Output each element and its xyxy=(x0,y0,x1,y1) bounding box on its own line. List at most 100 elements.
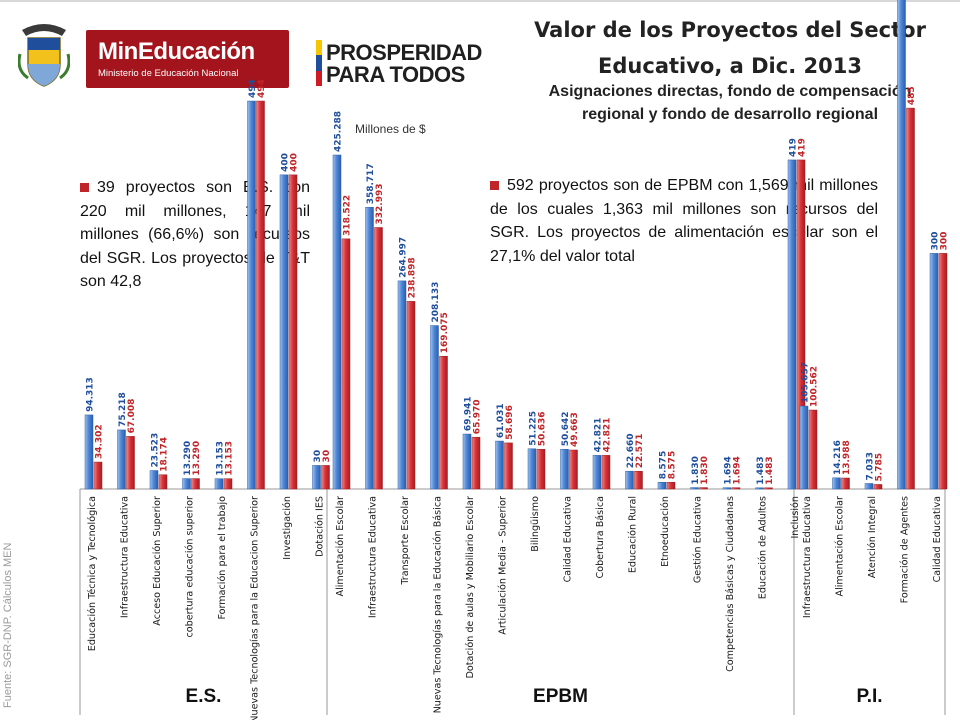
category-label-P.I.-3: Formación de Agentes xyxy=(899,496,911,603)
bar-EPBM-10-b xyxy=(666,482,676,490)
value-label-EPBM-0-b: 318.522 xyxy=(343,195,353,236)
units-label: Millones de $ xyxy=(355,122,426,136)
value-label-P.I.-3-b: 485 xyxy=(907,86,917,105)
value-label-EPBM-14-b: 419 xyxy=(798,138,808,157)
bar-EPBM-10-a xyxy=(657,482,667,490)
value-label-EPBM-8-b: 42.821 xyxy=(603,418,613,453)
minedu-subtitle: Ministerio de Educación Nacional xyxy=(98,68,239,79)
bar-EPBM-9-b xyxy=(634,471,643,490)
value-label-EPBM-4-a: 69.941 xyxy=(464,396,474,431)
bar-E.S.-7-a xyxy=(312,465,321,490)
category-label-EPBM-10: Etnoeducación xyxy=(659,496,671,567)
bar-EPBM-6-b xyxy=(536,448,546,490)
category-label-E.S.-2: Acceso Educación Superior xyxy=(151,496,163,626)
segment-label-1: EPBM xyxy=(533,686,588,707)
minedu-brand: MinEducación xyxy=(98,38,255,65)
category-label-P.I.-1: Alimentación Escolar xyxy=(834,496,846,597)
value-label-E.S.-2-b: 18.174 xyxy=(160,437,170,472)
category-label-EPBM-8: Cobertura Básica xyxy=(594,496,606,579)
bar-E.S.-5-b xyxy=(256,100,265,490)
value-label-E.S.-3-b: 13.290 xyxy=(192,441,202,476)
bar-EPBM-9-a xyxy=(625,470,634,490)
bar-E.S.-7-b xyxy=(321,465,330,490)
category-label-P.I.-2: Atención Integral xyxy=(866,496,878,578)
prosperidad-para-todos-logo: PROSPERIDAD PARA TODOS xyxy=(316,40,494,92)
value-label-E.S.-7-b: 30 xyxy=(322,450,332,463)
value-label-EPBM-5-a: 61.031 xyxy=(496,403,506,438)
bullet-icon xyxy=(490,181,499,191)
value-label-EPBM-13-b: 1.483 xyxy=(765,456,775,484)
category-label-EPBM-3: Nuevas Tecnologías para la Educación Bás… xyxy=(432,496,444,713)
value-label-EPBM-0-a: 425.288 xyxy=(334,111,344,152)
note-epbm: 592 proyectos son de EPBM con 1,569 mil … xyxy=(490,174,878,268)
category-label-EPBM-9: Educación Rural xyxy=(627,496,639,573)
category-label-E.S.-3: cobertura educación superior xyxy=(184,496,196,638)
value-label-P.I.-4-b: 300 xyxy=(940,232,950,251)
chart-subtitle: Asignaciones directas, fondo de compensa… xyxy=(548,83,912,123)
bar-EPBM-3-a xyxy=(430,325,439,490)
category-label-E.S.-4: Formación para el trabajo xyxy=(216,496,228,620)
category-label-EPBM-0: Alimentación Escolar xyxy=(334,496,346,597)
value-label-EPBM-1-b: 332.993 xyxy=(375,183,385,224)
category-label-EPBM-4: Dotación de aulas y Mobiliario Escolar xyxy=(464,496,476,679)
bar-EPBM-12-b xyxy=(731,487,741,490)
bar-EPBM-4-a xyxy=(462,433,472,490)
category-label-E.S.-0: Educación Técnica y Tecnológica xyxy=(86,496,98,651)
bar-P.I.-2-a xyxy=(864,483,874,490)
bar-P.I.-2-b xyxy=(873,484,883,490)
bar-EPBM-6-a xyxy=(527,448,537,490)
value-label-E.S.-5-b: 494 xyxy=(257,79,267,98)
bar-P.I.-4-b xyxy=(938,253,948,490)
value-label-P.I.-4-a: 300 xyxy=(931,232,941,251)
bullet-icon xyxy=(80,183,89,193)
segment-label-0: E.S. xyxy=(185,686,222,707)
value-label-E.S.-6-b: 400 xyxy=(290,153,300,172)
bar-E.S.-3-a xyxy=(182,478,191,490)
colombia-flag-stripe xyxy=(316,40,322,86)
value-label-P.I.-0-a: 105.657 xyxy=(801,362,811,403)
bar-EPBM-7-a xyxy=(560,448,569,490)
value-label-E.S.-3-a: 13.290 xyxy=(183,441,193,476)
bar-E.S.-6-a xyxy=(279,174,289,490)
prosperidad-line1: PROSPERIDAD xyxy=(326,40,482,65)
bar-EPBM-1-a xyxy=(365,207,374,490)
bar-EPBM-13-b xyxy=(764,487,773,490)
bar-E.S.-3-b xyxy=(191,478,200,490)
value-label-EPBM-6-a: 51.225 xyxy=(529,411,539,446)
bar-E.S.-2-a xyxy=(149,470,159,490)
bar-EPBM-8-a xyxy=(592,455,602,490)
value-label-E.S.-7-a: 30 xyxy=(313,450,323,463)
value-label-EPBM-2-b: 238.898 xyxy=(408,257,418,298)
bar-P.I.-4-a xyxy=(929,253,939,490)
value-label-E.S.-4-b: 13.153 xyxy=(225,441,235,476)
value-label-EPBM-9-a: 22.660 xyxy=(626,433,636,468)
value-label-P.I.-0-b: 100.562 xyxy=(810,366,820,407)
value-label-E.S.-5-a: 494 xyxy=(248,79,258,98)
category-label-EPBM-11: Gestión Educativa xyxy=(692,496,704,583)
bar-EPBM-3-b xyxy=(439,355,448,490)
value-label-E.S.-0-a: 94.313 xyxy=(86,377,96,412)
value-label-EPBM-11-a: 1.830 xyxy=(691,456,701,484)
category-label-EPBM-7: Calidad Educativa xyxy=(563,496,574,582)
bar-EPBM-4-b xyxy=(471,436,481,490)
bar-P.I.-0-b xyxy=(808,409,818,490)
colombia-coat-of-arms-logo xyxy=(18,24,70,87)
bar-EPBM-2-b xyxy=(406,301,416,490)
prosperidad-line2: PARA TODOS xyxy=(326,62,465,87)
segment-label-2: P.I. xyxy=(856,686,883,707)
bar-EPBM-14-a xyxy=(787,159,797,490)
value-label-P.I.-1-a: 14.216 xyxy=(833,440,843,475)
value-label-E.S.-1-a: 75.218 xyxy=(118,392,128,427)
value-label-EPBM-7-b: 49.663 xyxy=(570,412,580,447)
category-label-E.S.-6: Investigación xyxy=(281,496,293,560)
value-label-P.I.-2-a: 7.033 xyxy=(866,452,876,480)
category-label-EPBM-6: Bilingüismo xyxy=(530,496,541,552)
value-label-P.I.-1-b: 13.988 xyxy=(842,440,852,475)
value-label-EPBM-12-b: 1.694 xyxy=(733,456,743,484)
category-label-E.S.-1: Infraestructura Educativa xyxy=(120,496,131,618)
category-label-EPBM-14: Inclusión xyxy=(789,496,801,539)
value-label-EPBM-10-a: 8.575 xyxy=(659,451,669,479)
value-label-EPBM-7-a: 50.642 xyxy=(561,411,571,446)
note-epbm-text: 592 proyectos son de EPBM con 1,569 mil … xyxy=(490,177,878,265)
